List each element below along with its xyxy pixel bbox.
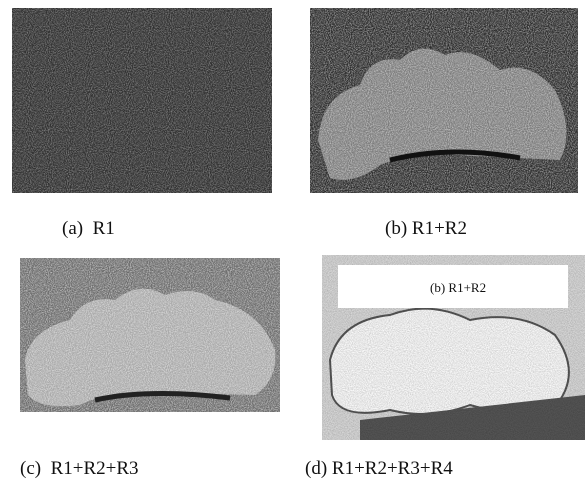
panel-a [12, 8, 272, 193]
figure: (b) R1+R2 (a) R1 (b) R1+R2 (c) R1+R2+R3 … [0, 0, 585, 486]
caption: (d) R1+R2+R3+R4 [305, 458, 453, 479]
page: {"figure": {"panels": [ {"caption": "(a)… [0, 0, 585, 486]
overlay-label: (b) R1+R2 [430, 280, 486, 295]
caption: (a) R1 [62, 218, 115, 239]
caption: (c) R1+R2+R3 [20, 458, 139, 479]
panel-b [310, 8, 578, 193]
panel-d: (b) R1+R2 [322, 255, 585, 440]
panel-c [20, 258, 280, 412]
caption: (b) R1+R2 [385, 218, 467, 239]
